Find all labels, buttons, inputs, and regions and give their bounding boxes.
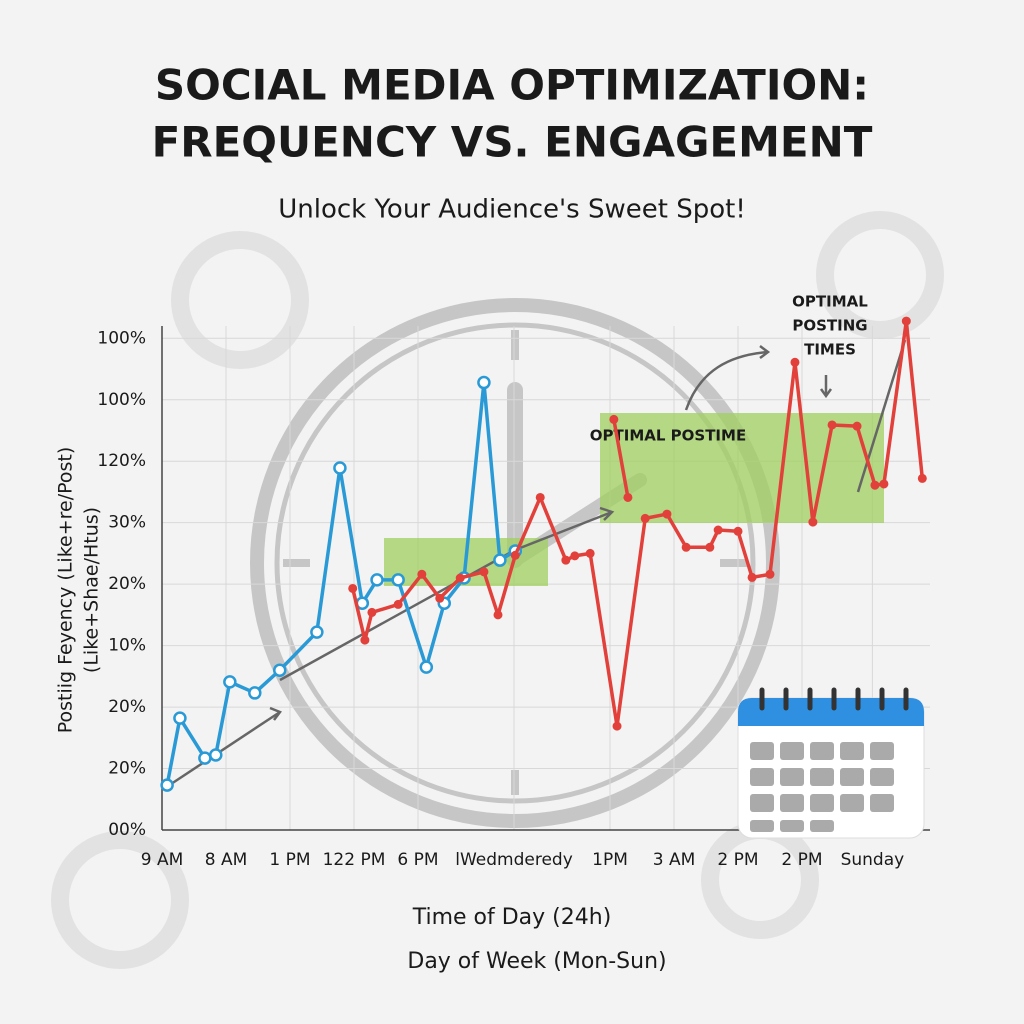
data-point <box>917 473 927 483</box>
data-point <box>391 573 405 587</box>
data-point <box>348 583 358 593</box>
highlight-zone <box>600 413 884 523</box>
data-point <box>419 660 434 674</box>
y-axis-title: (Like+Shae/Htus) <box>81 507 103 673</box>
data-point <box>827 420 837 430</box>
chart-title: SOCIAL MEDIA OPTIMIZATION: <box>155 61 869 110</box>
data-point <box>248 686 262 700</box>
annotation: POSTING <box>792 317 867 335</box>
y-tick-label: 00% <box>108 820 146 840</box>
data-point <box>808 517 818 527</box>
data-point <box>479 567 489 577</box>
data-point <box>570 551 580 561</box>
data-point <box>713 525 723 535</box>
y-tick-label: 20% <box>108 574 146 594</box>
chart-subtitle: Unlock Your Audience's Sweet Spot! <box>278 195 746 225</box>
data-point <box>705 542 715 552</box>
data-point <box>173 711 187 725</box>
x-axis-title: Day of Week (Mon-Sun) <box>407 949 666 974</box>
x-tick-label: 6 PM <box>397 850 438 870</box>
data-point <box>535 492 545 502</box>
y-tick-label: 20% <box>108 759 146 779</box>
x-tick-label: Sunday <box>841 850 905 870</box>
data-point <box>640 513 650 523</box>
data-point <box>209 748 223 762</box>
data-point <box>435 593 445 603</box>
y-axis-title: Postiig Feyency (Like+re/Post) <box>55 447 77 734</box>
annotation: OPTIMAL POSTIME <box>590 427 746 445</box>
annotation: TIMES <box>804 341 856 359</box>
chart-title: FREQUENCY VS. ENGAGEMENT <box>152 118 873 167</box>
annotation: OPTIMAL <box>792 293 868 311</box>
data-point <box>417 569 427 579</box>
x-tick-label: 2 PM <box>781 850 822 870</box>
data-point <box>198 751 212 765</box>
data-point <box>765 569 775 579</box>
data-point <box>493 553 507 567</box>
calendar-icon <box>737 687 925 839</box>
x-tick-label: 122 PM <box>323 850 386 870</box>
data-point <box>370 573 384 587</box>
data-point <box>623 492 633 502</box>
x-tick-label: lWedmderedy <box>455 850 573 870</box>
data-point <box>870 480 880 490</box>
data-point <box>662 509 672 519</box>
data-point <box>310 625 324 639</box>
data-point <box>790 357 800 367</box>
data-point <box>612 721 622 731</box>
data-point <box>901 316 911 326</box>
x-tick-label: 2 PM <box>717 850 758 870</box>
data-point <box>273 663 287 677</box>
data-point <box>747 572 757 582</box>
data-point <box>733 526 743 536</box>
data-point <box>393 599 403 609</box>
x-tick-label: 1 PM <box>269 850 310 870</box>
y-tick-label: 20% <box>108 697 146 717</box>
x-tick-label: 3 AM <box>653 850 696 870</box>
data-point <box>455 573 465 583</box>
x-tick-label: 1PM <box>592 850 628 870</box>
plot-area: 00% 20% 20% 10% 20% 30% 120% 100% 100% 9 AM 8 AM 1 … <box>97 326 930 870</box>
data-point <box>360 635 370 645</box>
series-layer <box>160 316 927 792</box>
data-point <box>333 461 347 475</box>
data-point <box>561 555 571 565</box>
y-tick-label: 10% <box>108 636 146 656</box>
data-point <box>223 675 237 689</box>
y-tick-label: 30% <box>108 513 146 533</box>
data-point <box>367 607 377 617</box>
y-tick-label: 120% <box>97 451 146 471</box>
data-point <box>609 414 619 424</box>
x-tick-label: 8 AM <box>205 850 248 870</box>
data-point <box>510 550 520 560</box>
data-point <box>493 610 503 620</box>
data-point <box>585 548 595 558</box>
data-point <box>852 421 862 431</box>
data-point <box>160 778 174 792</box>
data-point <box>879 479 889 489</box>
x-axis-title: Time of Day (24h) <box>412 905 612 930</box>
data-point <box>477 375 491 390</box>
x-tick-label: 9 AM <box>141 850 184 870</box>
y-tick-label: 100% <box>97 390 146 410</box>
data-point <box>681 542 691 552</box>
y-tick-label: 100% <box>97 328 146 348</box>
